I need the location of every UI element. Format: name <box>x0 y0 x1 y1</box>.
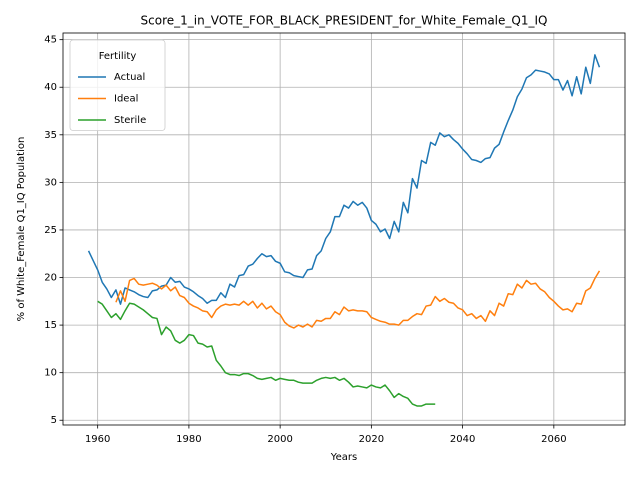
y-tick-label: 10 <box>44 368 57 379</box>
x-tick-label: 2000 <box>267 434 292 445</box>
x-tick-label: 1960 <box>85 434 110 445</box>
plot-area <box>62 32 626 426</box>
y-tick-label: 30 <box>44 177 57 188</box>
y-tick-label: 20 <box>44 273 57 284</box>
series-line <box>87 54 601 305</box>
x-tick-label: 1980 <box>176 434 201 445</box>
y-axis-label: % of White_Female Q1_IQ Population <box>16 137 27 322</box>
legend-box <box>69 39 166 131</box>
x-tick-label: 2060 <box>541 434 566 445</box>
legend-title: Fertility <box>99 51 137 62</box>
y-tick-label: 25 <box>44 225 57 236</box>
series-line <box>115 270 601 329</box>
legend-label: Sterile <box>114 115 146 126</box>
series-line <box>97 300 436 407</box>
x-axis-label: Years <box>330 452 357 463</box>
y-tick-label: 5 <box>51 415 57 426</box>
y-tick-label: 35 <box>44 130 57 141</box>
x-tick-label: 2020 <box>359 434 384 445</box>
y-tick-label: 45 <box>44 35 57 46</box>
x-tick-label: 2040 <box>450 434 475 445</box>
y-tick-label: 15 <box>44 320 57 331</box>
legend-label: Ideal <box>114 94 138 105</box>
legend-label: Actual <box>114 72 145 83</box>
y-tick-label: 40 <box>44 82 57 93</box>
chart-title: Score_1_in_VOTE_FOR_BLACK_PRESIDENT_for_… <box>141 14 548 28</box>
